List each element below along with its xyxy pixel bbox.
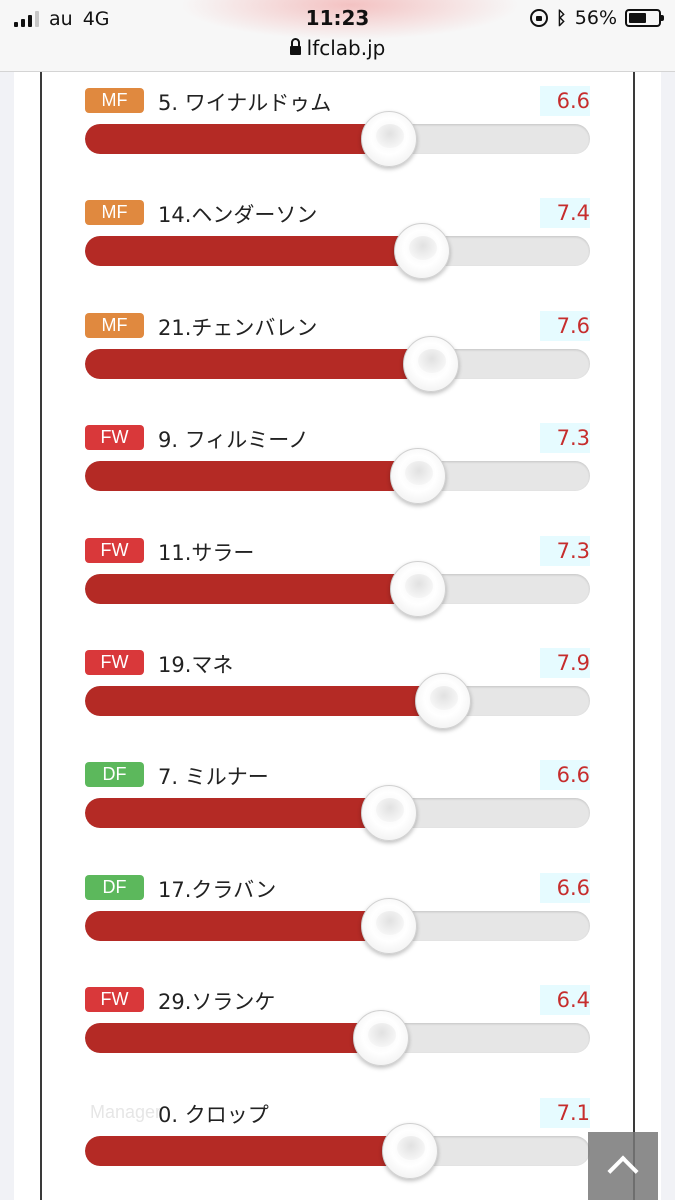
rating-slider-thumb[interactable] xyxy=(415,673,471,729)
rating-slider-track[interactable] xyxy=(85,348,590,379)
player-name: 5. ワイナルドゥム xyxy=(158,91,332,115)
position-badge: MF xyxy=(85,312,144,338)
status-left: au 4G xyxy=(14,8,110,30)
position-badge: FW xyxy=(85,650,144,675)
rating-slider-fill xyxy=(85,124,390,154)
rating-slider-thumb[interactable] xyxy=(353,1010,409,1067)
page-margin-left xyxy=(0,72,14,1200)
player-score: 7.3 xyxy=(540,535,590,566)
status-time: 11:23 xyxy=(305,6,370,30)
rating-slider-thumb[interactable] xyxy=(390,560,447,617)
battery-icon xyxy=(625,9,664,27)
rating-slider-track[interactable] xyxy=(85,1135,590,1166)
player-name: 14.ヘンダーソン xyxy=(158,203,318,228)
status-bar: au 4G 11:23 ᛒ 56% lfclab.jp xyxy=(0,0,675,72)
network-label: 4G xyxy=(82,8,110,30)
rating-slider-thumb[interactable] xyxy=(381,1122,438,1179)
rating-slider-track[interactable] xyxy=(85,910,590,941)
rating-slider-thumb[interactable] xyxy=(402,335,459,392)
rating-slider-track[interactable] xyxy=(85,461,590,492)
player-name: 19.マネ xyxy=(158,653,234,677)
player-name: 7. ミルナー xyxy=(158,765,269,790)
rating-slider-thumb[interactable] xyxy=(394,223,451,280)
player-score: 6.6 xyxy=(540,760,590,791)
rating-slider-thumb[interactable] xyxy=(361,897,418,954)
rating-slider-fill xyxy=(85,1023,381,1054)
player-name: 21.チェンバレン xyxy=(158,315,318,340)
url-text[interactable]: lfclab.jp xyxy=(306,36,386,60)
position-badge: FW xyxy=(85,425,144,451)
player-name: 9. フィルミーノ xyxy=(158,428,310,453)
position-badge: FW xyxy=(85,987,144,1013)
rating-slider-fill xyxy=(85,236,423,267)
player-name: 29.ソランケ xyxy=(158,990,276,1015)
player-row: MF 5. ワイナルドゥム 6.6 xyxy=(0,86,675,212)
rating-slider-fill xyxy=(85,1135,410,1166)
rating-slider-track[interactable] xyxy=(85,573,590,604)
player-row: FW 11.サラー 7.3 xyxy=(0,535,675,662)
rating-slider-track[interactable] xyxy=(85,236,590,267)
status-glow xyxy=(180,0,520,40)
player-score: 7.3 xyxy=(540,423,590,454)
rating-slider-fill xyxy=(85,573,419,604)
rating-slider-thumb[interactable] xyxy=(361,785,418,842)
player-score: 7.6 xyxy=(540,310,590,341)
rotation-lock-icon xyxy=(529,9,548,27)
player-score: 6.6 xyxy=(540,86,590,116)
position-badge: MF xyxy=(85,88,144,113)
padlock-icon xyxy=(289,37,301,57)
player-name: 17.クラバン xyxy=(158,877,277,902)
player-score: 6.6 xyxy=(540,872,590,903)
signal-icon xyxy=(14,11,39,27)
scroll-to-top-button[interactable] xyxy=(588,1132,658,1200)
rating-slider-fill xyxy=(85,348,431,379)
rating-slider-fill xyxy=(85,686,443,716)
position-badge: FW xyxy=(85,537,144,563)
rating-slider-track[interactable] xyxy=(85,798,590,829)
rating-slider-fill xyxy=(85,461,419,492)
rating-slider-track[interactable] xyxy=(85,686,590,716)
rating-slider-thumb[interactable] xyxy=(390,448,447,505)
chevron-up-icon xyxy=(607,1155,639,1187)
rating-slider-track[interactable] xyxy=(85,1023,590,1054)
player-row: DF 17.クラバン 6.6 xyxy=(0,872,675,999)
player-row: FW 9. フィルミーノ 7.3 xyxy=(0,423,675,549)
rating-slider-fill xyxy=(85,910,390,941)
bluetooth-icon: ᛒ xyxy=(555,7,567,29)
carrier-label: au xyxy=(49,8,73,30)
player-row: MF 14.ヘンダーソン 7.4 xyxy=(0,198,675,324)
rating-slider-fill xyxy=(85,798,390,829)
position-badge: DF xyxy=(85,762,144,788)
status-right: ᛒ 56% xyxy=(529,7,664,29)
rating-slider-track[interactable] xyxy=(85,124,590,154)
player-name: 0. クロップ xyxy=(158,1102,269,1127)
url-bar[interactable]: lfclab.jp xyxy=(0,36,675,60)
page-margin-right xyxy=(661,72,675,1200)
battery-percent: 56% xyxy=(574,7,617,29)
player-score: 7.1 xyxy=(540,1097,590,1128)
player-row: DF 7. ミルナー 6.6 xyxy=(0,760,675,886)
player-name: 11.サラー xyxy=(158,540,255,565)
rating-slider-thumb[interactable] xyxy=(361,111,418,167)
player-row: MF 21.チェンバレン 7.6 xyxy=(0,310,675,437)
player-score: 7.9 xyxy=(540,648,590,678)
position-badge: DF xyxy=(85,874,144,900)
player-row: FW 29.ソランケ 6.4 xyxy=(0,985,675,1111)
player-score: 6.4 xyxy=(540,985,590,1016)
player-row: FW 19.マネ 7.9 xyxy=(0,648,675,774)
player-row: Manager 0. クロップ 7.1 xyxy=(0,1097,675,1200)
position-badge: MF xyxy=(85,200,144,226)
position-badge: Manager xyxy=(90,1101,162,1122)
player-score: 7.4 xyxy=(540,198,590,229)
